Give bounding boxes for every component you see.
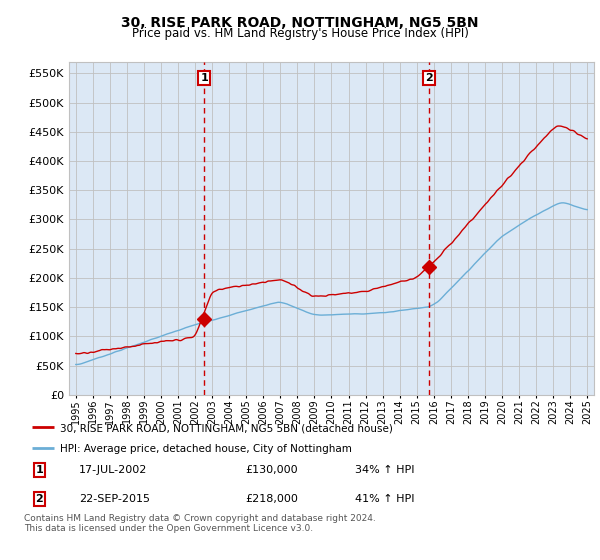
Text: £130,000: £130,000: [245, 465, 298, 475]
Text: 1: 1: [35, 465, 43, 475]
Text: 30, RISE PARK ROAD, NOTTINGHAM, NG5 5BN (detached house): 30, RISE PARK ROAD, NOTTINGHAM, NG5 5BN …: [60, 423, 393, 433]
Text: 2: 2: [35, 493, 43, 503]
Text: 2: 2: [425, 73, 433, 83]
Text: 30, RISE PARK ROAD, NOTTINGHAM, NG5 5BN: 30, RISE PARK ROAD, NOTTINGHAM, NG5 5BN: [121, 16, 479, 30]
Text: Contains HM Land Registry data © Crown copyright and database right 2024.
This d: Contains HM Land Registry data © Crown c…: [24, 514, 376, 534]
Text: £218,000: £218,000: [245, 493, 298, 503]
Text: 41% ↑ HPI: 41% ↑ HPI: [355, 493, 415, 503]
Text: 22-SEP-2015: 22-SEP-2015: [79, 493, 150, 503]
Text: 1: 1: [200, 73, 208, 83]
Text: Price paid vs. HM Land Registry's House Price Index (HPI): Price paid vs. HM Land Registry's House …: [131, 27, 469, 40]
Text: 34% ↑ HPI: 34% ↑ HPI: [355, 465, 415, 475]
Text: HPI: Average price, detached house, City of Nottingham: HPI: Average price, detached house, City…: [60, 444, 352, 454]
Text: 17-JUL-2002: 17-JUL-2002: [79, 465, 148, 475]
